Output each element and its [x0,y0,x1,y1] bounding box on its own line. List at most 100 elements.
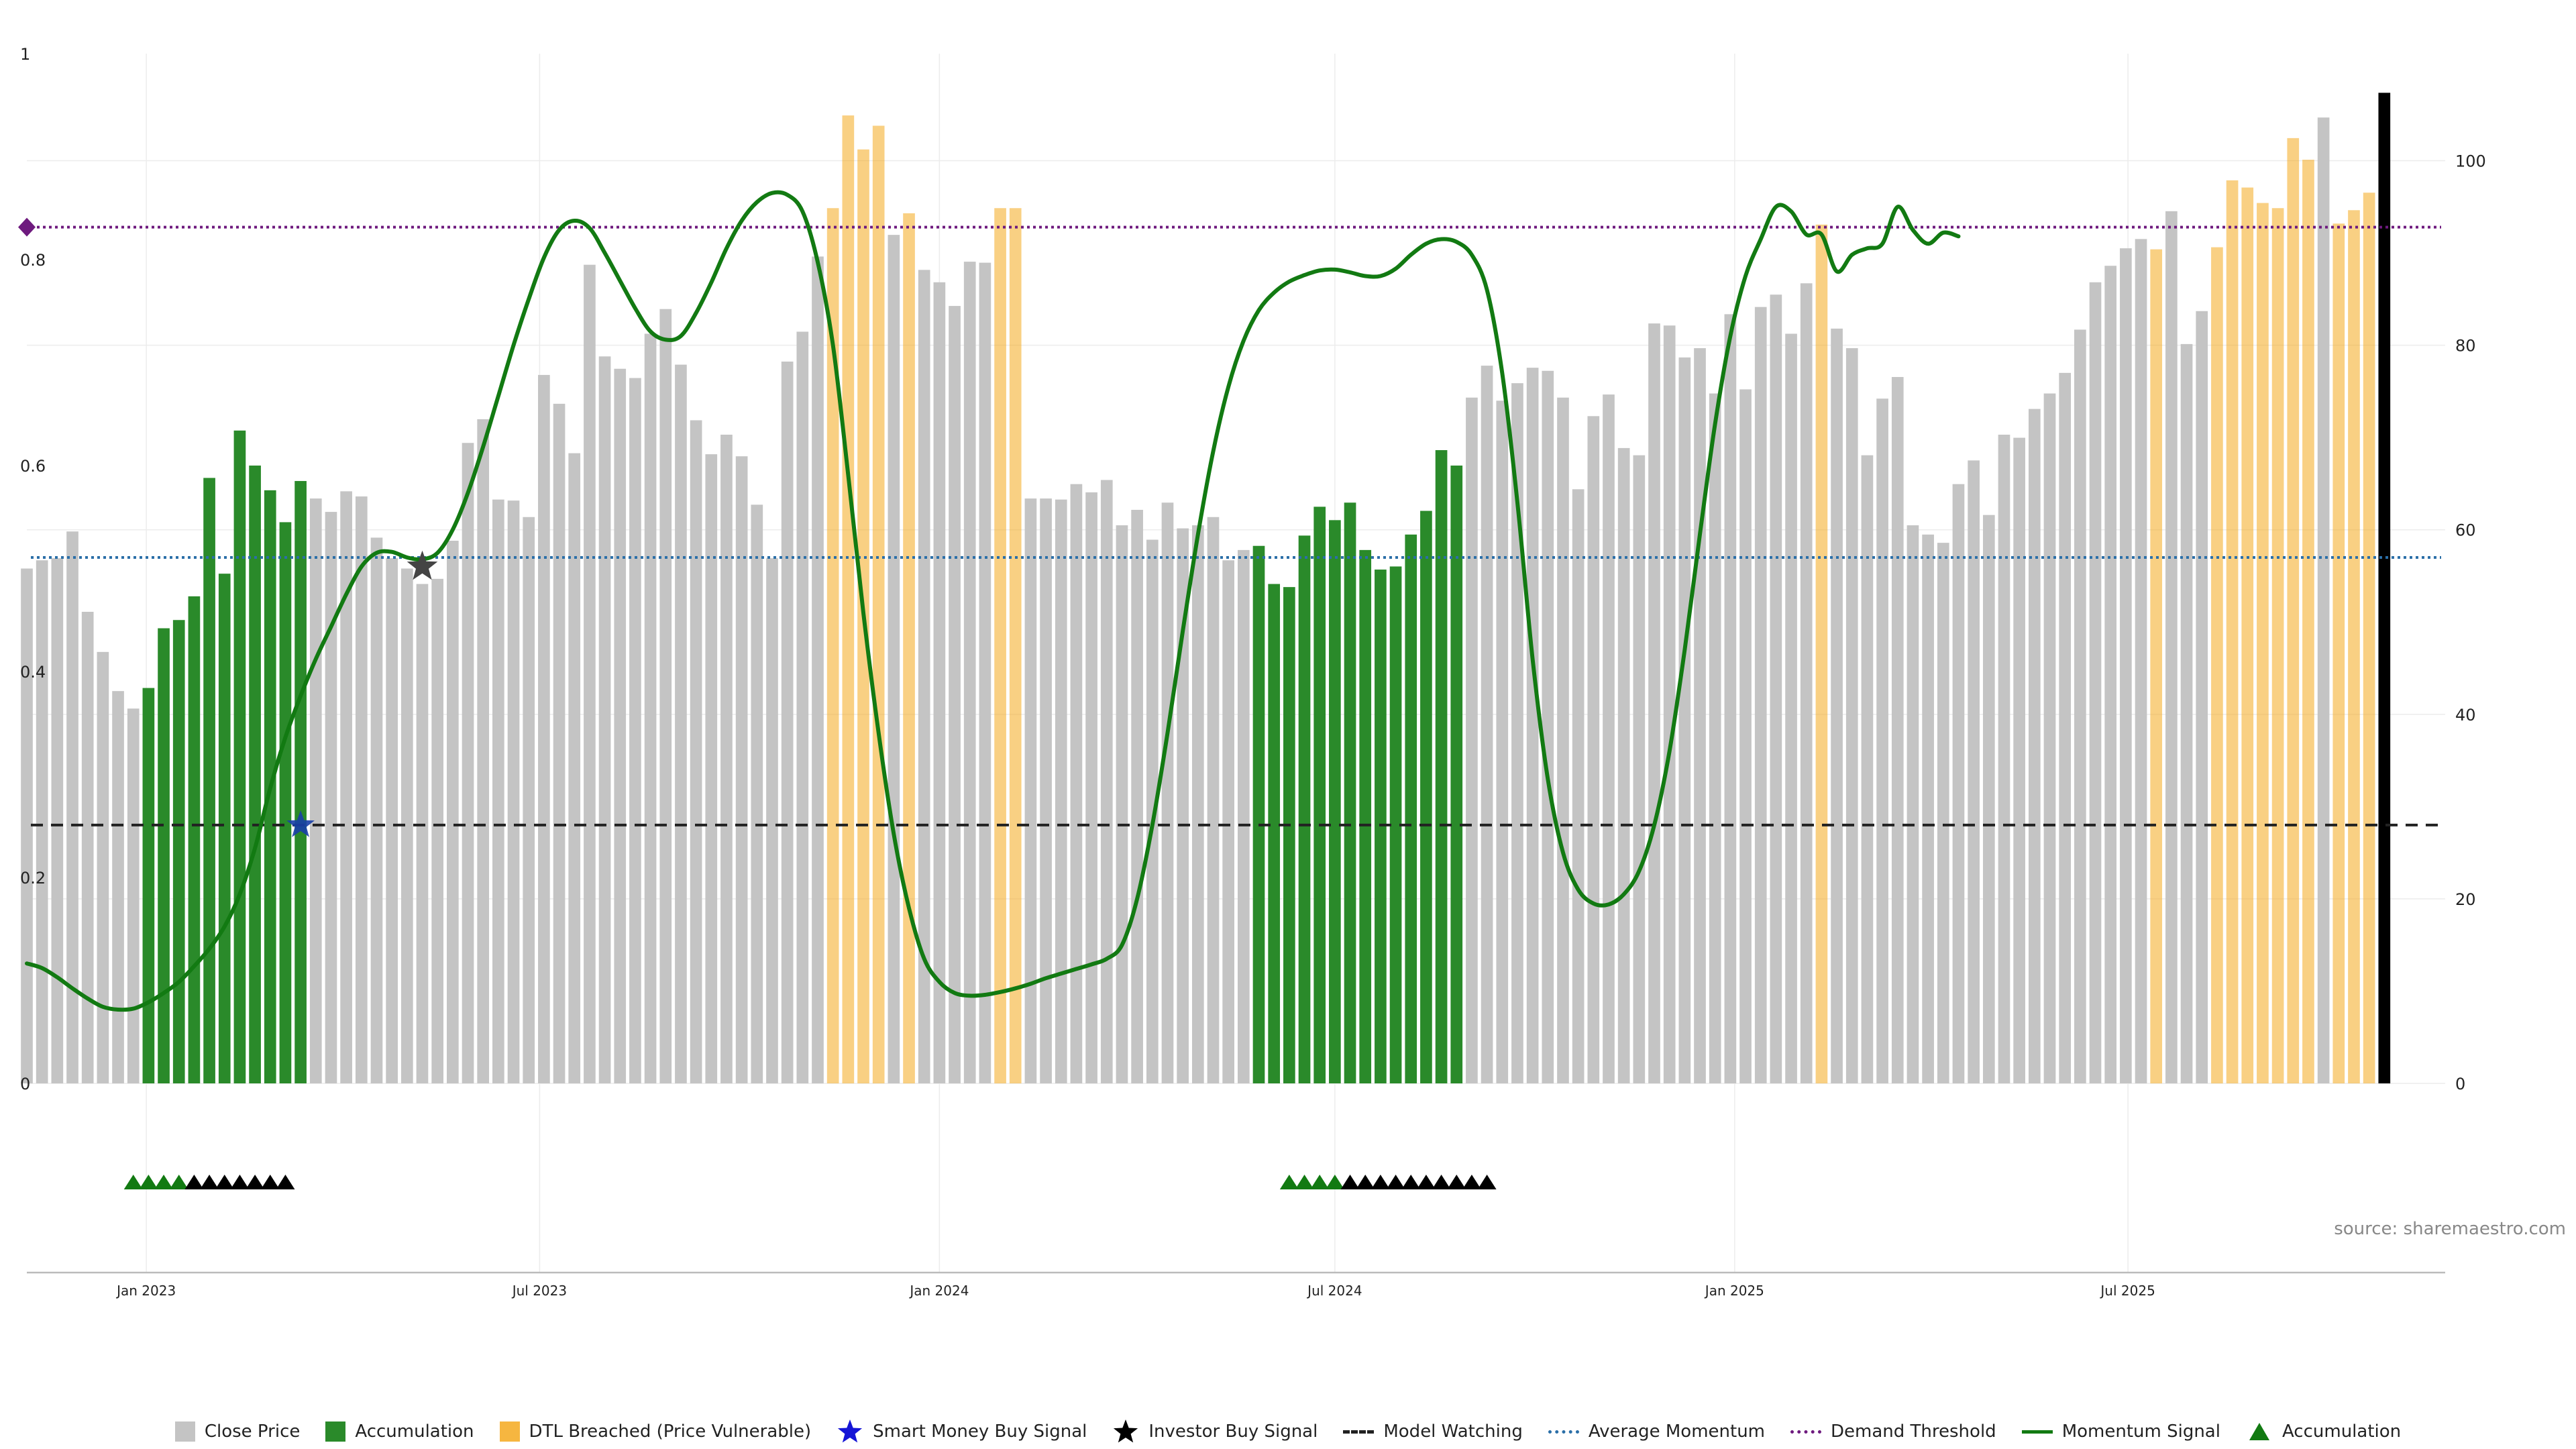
close-price-bar [933,282,946,1083]
close-price-bar [431,578,444,1083]
dtl-breached-bar [2241,187,2254,1083]
close-price-bar [979,262,991,1083]
close-price-bar [963,262,976,1083]
close-price-bar [675,364,687,1083]
accumulation-bar [203,478,215,1083]
x-tick-label: Jul 2024 [1306,1283,1362,1299]
legend-item: Investor Buy Signal [1112,1418,1318,1445]
dtl-breached-bar [903,213,915,1083]
close-price-bar [2378,93,2391,1084]
close-price-bar [492,499,504,1083]
close-price-bar [340,491,352,1083]
x-tick-label: Jan 2023 [115,1283,176,1299]
dtl-breached-bar [1815,224,1828,1083]
close-price-bar [1557,397,1569,1083]
legend-line-swatch [2021,1430,2053,1434]
left-tick-label: 0 [20,1075,30,1093]
dtl-breached-bar [2271,208,2284,1083]
dtl-breached-bar [2226,180,2239,1083]
right-tick-label: 80 [2455,337,2476,356]
x-tick-label: Jul 2023 [511,1283,567,1299]
accumulation-bar [279,522,292,1083]
close-price-bar [1572,489,1585,1083]
accumulation-bar [188,596,201,1083]
dtl-breached-bar [872,125,885,1084]
right-tick-label: 20 [2455,890,2476,909]
accumulation-bar [1435,449,1448,1083]
close-price-bar [1770,294,1782,1084]
signal-triangle [184,1175,204,1189]
close-price-bar [1876,398,1888,1083]
momentum-line-group [25,190,1961,1012]
signal-triangle [1477,1175,1497,1189]
legend-line-swatch [1790,1430,1822,1434]
close-price-bar [2120,248,2132,1083]
legend-label: Accumulation [2282,1421,2402,1442]
dtl-breached-bar [994,208,1006,1083]
x-tick-label: Jan 2025 [1704,1283,1764,1299]
signal-triangle [1416,1175,1436,1189]
signal-triangle [260,1175,280,1189]
close-price-bar [705,454,718,1083]
dtl-breached-bar [2211,247,2223,1084]
x-tick-label: Jul 2025 [2099,1283,2155,1299]
dtl-breached-bar [826,208,839,1083]
close-price-bar [507,500,520,1083]
close-price-bar [1131,510,1143,1083]
accumulation-bar [1298,535,1311,1083]
legend-label: Momentum Signal [2061,1421,2220,1442]
investor-buy-star [407,550,438,580]
close-price-bar [523,517,535,1083]
legend-label: Model Watching [1383,1421,1523,1442]
accumulation-bar [218,574,231,1083]
close-price-bar [1161,502,1174,1083]
left-tick-label: 0.6 [20,457,46,476]
accumulation-triangle [1310,1175,1330,1189]
close-price-bar [2196,311,2208,1083]
close-price-bar [1724,314,1737,1083]
close-price-bar [1603,394,1615,1083]
close-price-bar [553,403,566,1083]
accumulation-bar [1405,534,1417,1083]
close-price-bar [1754,307,1767,1083]
dtl-breached-bar [842,115,855,1084]
accumulation-bar [1420,511,1432,1083]
legend-item: Momentum Signal [2021,1421,2220,1442]
close-price-bar [629,378,641,1083]
close-price-bar [1496,400,1509,1083]
close-price-bar [66,531,78,1083]
close-price-bar [538,374,550,1084]
close-price-bar [949,306,961,1084]
x-tick-label: Jan 2024 [908,1283,969,1299]
close-price-bar [112,691,124,1083]
accumulation-bar [158,628,170,1083]
legend-label: Average Momentum [1588,1421,1766,1442]
accumulation-bar [1268,584,1281,1083]
close-price-bar [720,434,733,1083]
close-price-bar [1861,455,1874,1083]
price-bars [21,93,2391,1084]
close-price-bar [1633,455,1646,1083]
signal-triangle [1447,1175,1466,1189]
close-price-bar [1085,492,1097,1083]
signal-triangle [1432,1175,1451,1189]
close-price-bar [1116,525,1128,1083]
close-price-bar [1678,357,1691,1083]
close-price-bar [2059,372,2072,1083]
close-price-bar [2028,409,2041,1083]
signal-triangle [246,1175,265,1189]
source-note: source: sharemaestro.com [2334,1219,2566,1239]
legend-item: Accumulation [325,1421,474,1442]
close-price-bar [644,333,657,1083]
close-price-bar [97,651,109,1083]
close-price-bar [1466,397,1478,1083]
close-price-bar [1481,366,1493,1083]
close-price-bar [355,496,368,1083]
close-price-bar [1952,484,1965,1083]
legend-item: Average Momentum [1548,1421,1765,1442]
close-price-bar [1587,416,1600,1083]
legend-square-swatch [499,1421,520,1442]
accumulation-triangle [1295,1175,1314,1189]
close-price-bar [598,356,611,1083]
close-price-bar [812,256,824,1083]
